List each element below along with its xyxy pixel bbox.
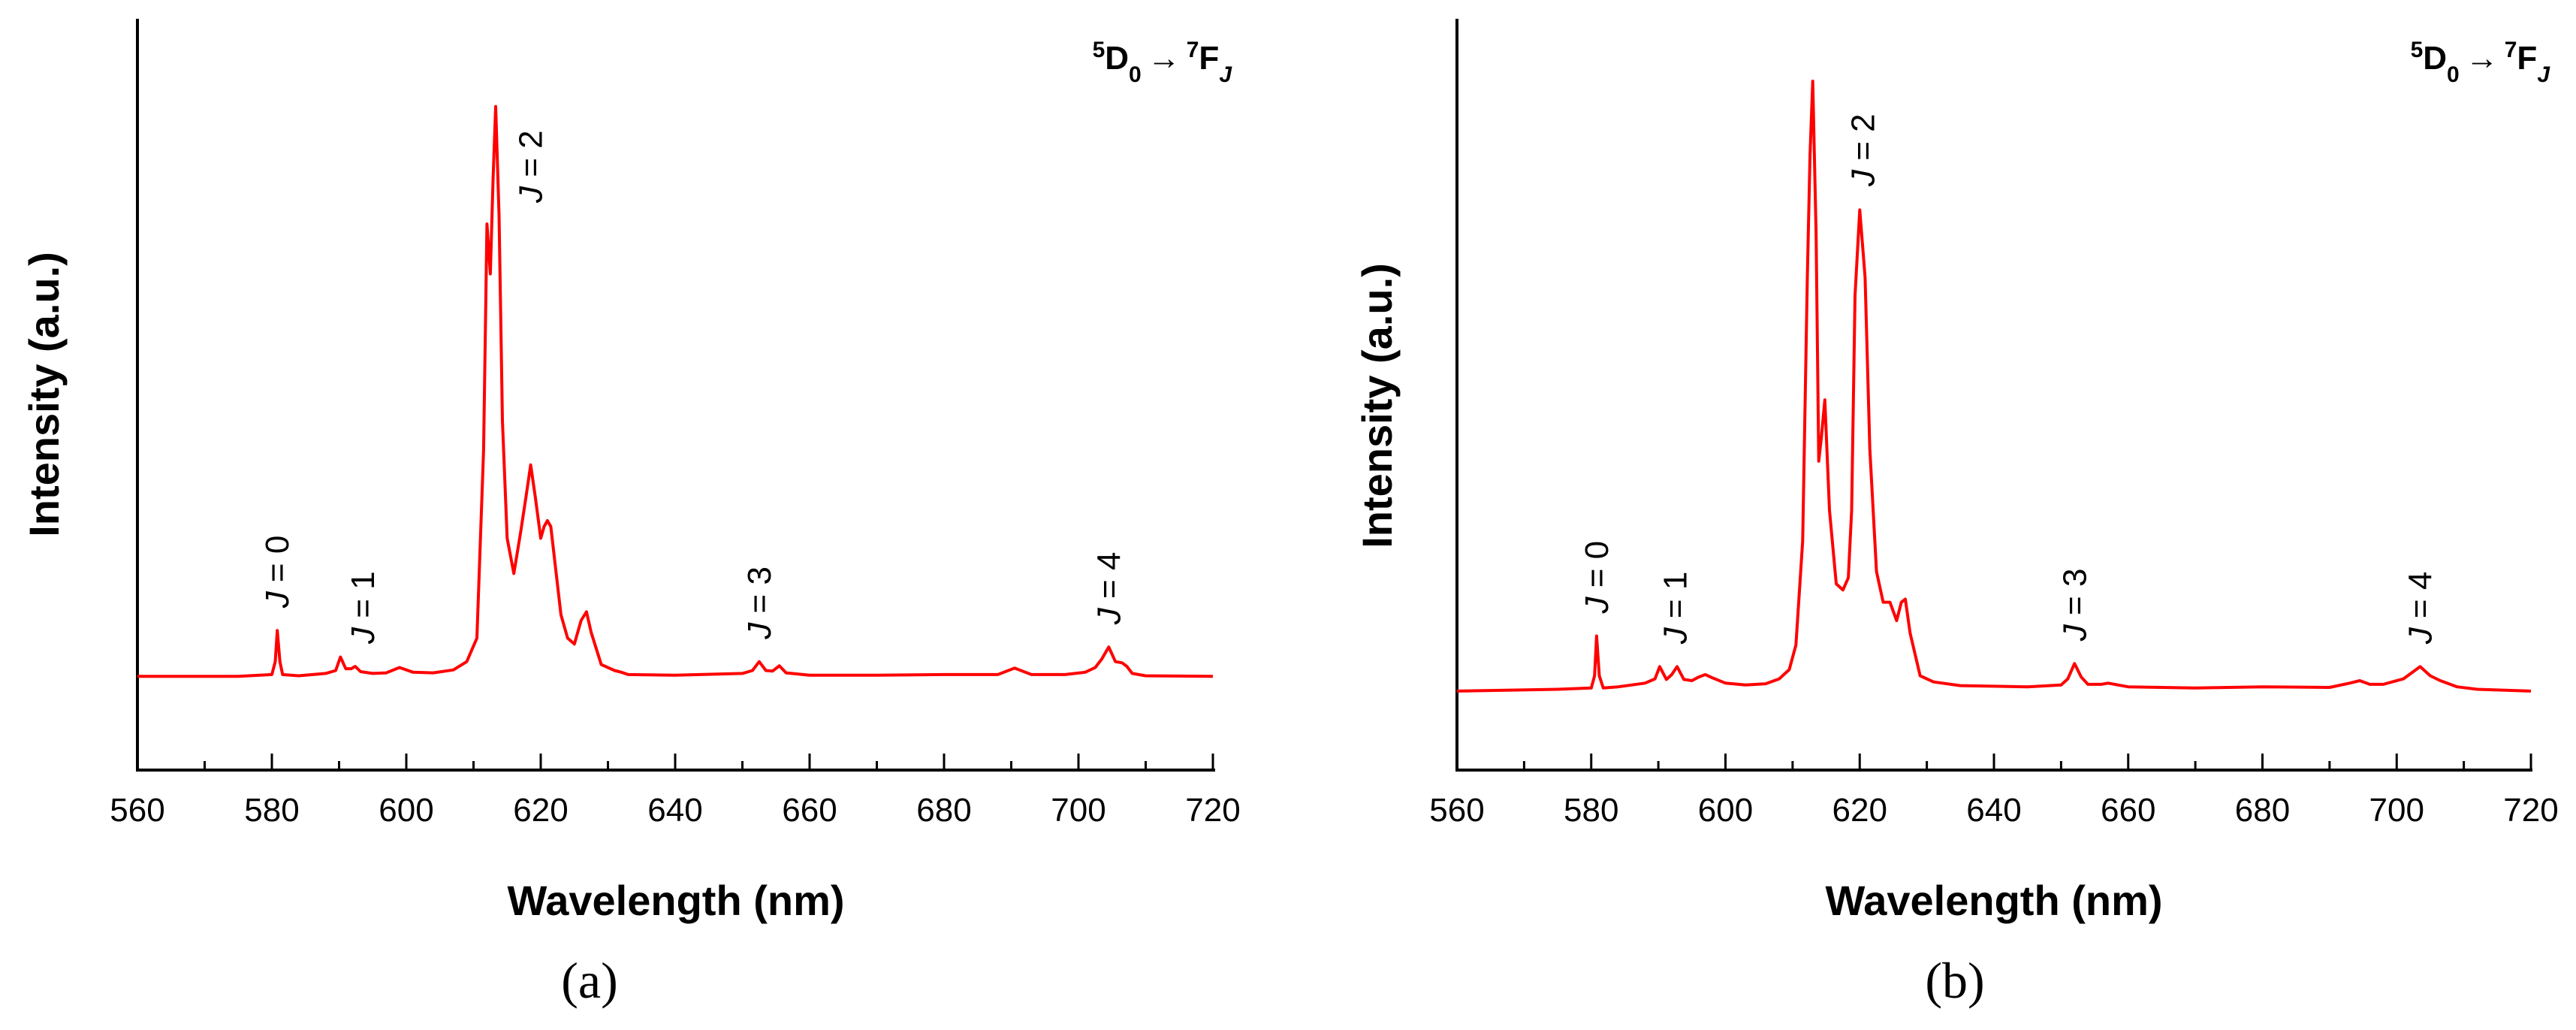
peak-labels: J = 0 J = 1 J = 2 J = 3 J = 4 (259, 130, 1127, 645)
spectrum-line (1456, 80, 2532, 693)
x-tick-label: 600 (379, 792, 433, 829)
x-tick-labels: 560 580 600 620 640 660 680 700 720 (1429, 792, 2558, 829)
transition-sup1: 5 (2411, 38, 2424, 62)
transition-sub2: J (2537, 62, 2550, 87)
peak-label: J = 0 (1579, 541, 1615, 615)
transition-arrow: → (2466, 40, 2499, 77)
panel-label-b: (b) (1925, 952, 1984, 1009)
x-tick-label: 720 (1185, 792, 1240, 829)
x-ticks (1455, 754, 2532, 770)
y-axis-title: Intensity (a.u.) (20, 252, 68, 537)
x-tick-label: 660 (2101, 792, 2155, 829)
transition-sup2: 7 (1187, 38, 1199, 62)
x-tick-label: 680 (916, 792, 971, 829)
peak-label: J = 3 (741, 566, 778, 640)
transition-label: 5D0 → 7FJ (2411, 38, 2551, 87)
transition-sub2: J (1219, 62, 1232, 87)
peak-label: J = 3 (2056, 569, 2093, 642)
chart-panel-a: 560 580 600 620 640 660 680 700 720 J = 0J = 1J … (20, 19, 1241, 1009)
x-tick-label: 560 (1429, 792, 1484, 829)
x-tick-label: 600 (1698, 792, 1753, 829)
x-tick-label: 560 (110, 792, 164, 829)
x-ticks (136, 754, 1214, 770)
x-tick-label: 700 (2369, 792, 2424, 829)
transition-label: 5D0 → 7FJ (1093, 38, 1233, 87)
chart-panel-b: 560 580 600 620 640 660 680 700 720 J = 0J = 1J … (1353, 19, 2559, 1009)
x-tick-label: 700 (1051, 792, 1106, 829)
transition-d: D (2423, 40, 2447, 77)
x-axis-title: Wavelength (nm) (1825, 877, 2162, 924)
spectrum-line (137, 104, 1214, 678)
transition-f: F (1199, 40, 1219, 77)
peak-label: J = 1 (345, 571, 382, 645)
x-tick-label: 660 (782, 792, 837, 829)
x-tick-label: 640 (647, 792, 702, 829)
transition-f: F (2517, 40, 2537, 77)
transition-arrow: → (1148, 40, 1181, 77)
x-tick-label: 580 (1564, 792, 1618, 829)
transition-sup1: 5 (1093, 38, 1106, 62)
y-axis-title: Intensity (a.u.) (1353, 263, 1401, 548)
x-axis-title: Wavelength (nm) (507, 877, 844, 924)
x-tick-label: 620 (1832, 792, 1887, 829)
x-tick-label: 720 (2503, 792, 2558, 829)
transition-sub1: 0 (2447, 62, 2460, 87)
panel-label-a: (a) (561, 952, 617, 1009)
peak-label: J = 0 (259, 536, 296, 609)
peak-label: J = 4 (2403, 572, 2439, 645)
transition-sub1: 0 (1129, 62, 1142, 87)
x-tick-label: 680 (2235, 792, 2290, 829)
peak-label: J = 1 (1658, 572, 1694, 645)
x-tick-label: 580 (244, 792, 299, 829)
transition-d: D (1105, 40, 1129, 77)
x-tick-label: 640 (1966, 792, 2021, 829)
x-tick-labels: 560 580 600 620 640 660 680 700 720 (110, 792, 1240, 829)
peak-label: J = 2 (1845, 113, 1882, 187)
transition-sup2: 7 (2505, 38, 2517, 62)
peak-labels: J = 0 J = 1 J = 2 J = 3 J = 4 (1579, 113, 2439, 645)
peak-label: J = 4 (1090, 552, 1127, 626)
peak-label: J = 2 (513, 130, 550, 204)
x-tick-label: 620 (513, 792, 568, 829)
